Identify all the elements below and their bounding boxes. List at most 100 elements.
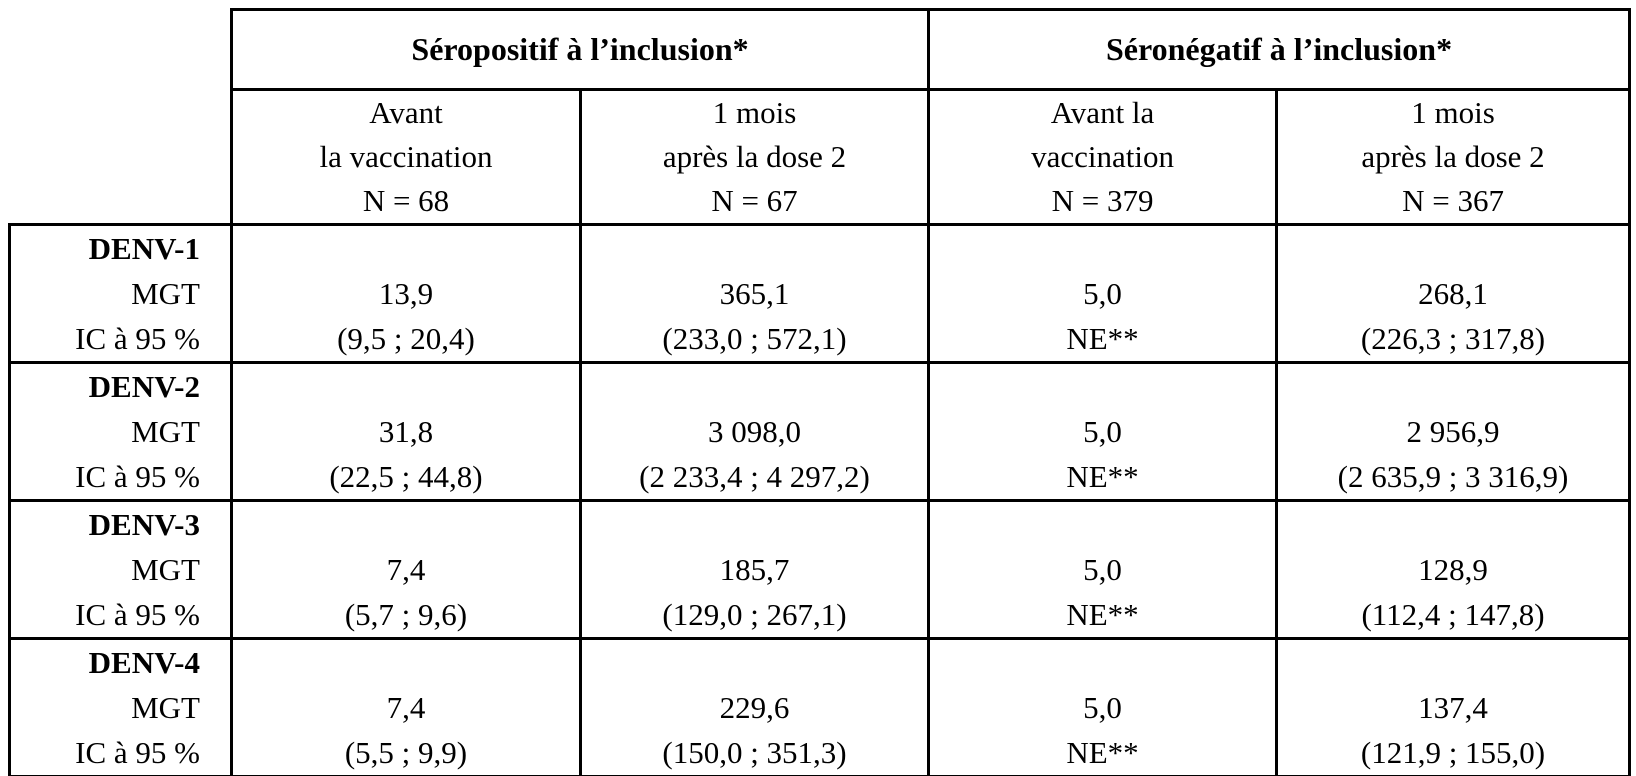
spacer-line — [235, 366, 578, 410]
mgt-value: 229,6 — [719, 690, 790, 725]
mgt-value: 268,1 — [1418, 276, 1488, 311]
spacer-line — [932, 366, 1274, 410]
ci-value: NE** — [1066, 597, 1139, 632]
spacer-line — [1280, 366, 1627, 410]
mgt-value: 13,9 — [378, 276, 434, 311]
mgt-value: 2 956,9 — [1406, 414, 1500, 449]
spacer-line — [1280, 228, 1627, 272]
spacer-line — [235, 228, 578, 272]
column-header-line: 1 mois — [712, 95, 797, 130]
column-header-seropos-after-dose2: 1 mois après la dose 2 N = 67 — [578, 88, 931, 226]
column-header-sample-size: N = 367 — [1402, 183, 1504, 218]
ci-value: (233,0 ; 572,1) — [662, 321, 847, 356]
mgt-value: 7,4 — [386, 552, 426, 587]
ci-value: NE** — [1066, 459, 1139, 494]
spacer-line — [584, 642, 926, 686]
ci-value: (226,3 ; 317,8) — [1360, 321, 1546, 356]
value-cell: 365,1 (233,0 ; 572,1) — [578, 223, 931, 364]
column-header-seroneg-before-vaccination: Avant la vaccination N = 379 — [927, 88, 1279, 226]
mgt-value: 5,0 — [1083, 276, 1122, 311]
value-cell: 7,4 (5,5 ; 9,9) — [230, 637, 582, 776]
ci-value: (150,0 ; 351,3) — [662, 735, 847, 770]
value-cell: 3 098,0 (2 233,4 ; 4 297,2) — [578, 361, 931, 502]
corner-blank-cell — [10, 90, 232, 225]
value-cell: 185,7 (129,0 ; 267,1) — [578, 499, 931, 640]
value-cell: 7,4 (5,7 ; 9,6) — [230, 499, 582, 640]
mgt-value: 7,4 — [386, 690, 426, 725]
column-header-line: après la dose 2 — [1361, 139, 1545, 174]
mgt-value: 31,8 — [378, 414, 434, 449]
column-header-sample-size: N = 379 — [1051, 183, 1154, 218]
spacer-line — [584, 228, 926, 272]
spacer-line — [932, 642, 1274, 686]
mgt-value: 3 098,0 — [708, 414, 801, 449]
spacer-line — [1280, 642, 1627, 686]
value-cell: 268,1 (226,3 ; 317,8) — [1275, 223, 1632, 364]
value-cell: 5,0 NE** — [927, 223, 1279, 364]
column-header-line: après la dose 2 — [662, 139, 847, 174]
value-cell: 137,4 (121,9 ; 155,0) — [1275, 637, 1632, 776]
spacer-line — [1280, 504, 1627, 548]
spacer-line — [584, 366, 926, 410]
ci-value: (112,4 ; 147,8) — [1361, 597, 1545, 632]
ci-value: (129,0 ; 267,1) — [662, 597, 847, 632]
ci-value: (9,5 ; 20,4) — [337, 321, 475, 356]
ci-value: NE** — [1066, 735, 1139, 770]
stat-label-mgt: MGT — [131, 414, 200, 449]
column-header-line: vaccination — [1031, 139, 1174, 174]
table-row-denv4: DENV-4 MGT IC à 95 % 7,4 (5,5 ; 9,9) 229… — [8, 637, 1632, 776]
mgt-value: 5,0 — [1083, 690, 1122, 725]
value-cell: 128,9 (112,4 ; 147,8) — [1275, 499, 1632, 640]
mgt-value: 128,9 — [1418, 552, 1488, 587]
value-cell: 2 956,9 (2 635,9 ; 3 316,9) — [1275, 361, 1632, 502]
spacer-line — [235, 504, 578, 548]
serotype-label: DENV-2 — [88, 369, 200, 404]
value-cell: 5,0 NE** — [927, 361, 1279, 502]
table-row-denv1: DENV-1 MGT IC à 95 % 13,9 (9,5 ; 20,4) 3… — [8, 223, 1632, 364]
row-label-denv2: DENV-2 MGT IC à 95 % — [8, 361, 233, 502]
group-header-seronegative: Séronégatif à l’inclusion* — [927, 8, 1632, 91]
stat-label-ci: IC à 95 % — [75, 597, 200, 632]
value-cell: 31,8 (22,5 ; 44,8) — [230, 361, 582, 502]
row-label-denv3: DENV-3 MGT IC à 95 % — [8, 499, 233, 640]
column-header-line: la vaccination — [319, 139, 493, 174]
spacer-line — [235, 642, 578, 686]
serotype-label: DENV-3 — [88, 507, 200, 542]
ci-value: NE** — [1066, 321, 1139, 356]
stat-label-ci: IC à 95 % — [75, 735, 200, 770]
ci-value: (5,5 ; 9,9) — [344, 735, 468, 770]
column-header-sample-size: N = 67 — [711, 183, 798, 218]
stat-label-ci: IC à 95 % — [75, 321, 200, 356]
column-header-seropos-before-vaccination: Avant la vaccination N = 68 — [230, 88, 582, 226]
group-header-seropositive: Séropositif à l’inclusion* — [229, 8, 931, 91]
stat-label-mgt: MGT — [131, 276, 200, 311]
value-cell: 229,6 (150,0 ; 351,3) — [578, 637, 931, 776]
table-row-denv2: DENV-2 MGT IC à 95 % 31,8 (22,5 ; 44,8) … — [8, 361, 1632, 502]
stat-label-mgt: MGT — [131, 690, 200, 725]
table-row-denv3: DENV-3 MGT IC à 95 % 7,4 (5,7 ; 9,6) 185… — [8, 499, 1632, 640]
stat-label-ci: IC à 95 % — [75, 459, 200, 494]
mgt-value: 365,1 — [719, 276, 790, 311]
ci-value: (22,5 ; 44,8) — [329, 459, 483, 494]
serotype-label: DENV-4 — [88, 645, 200, 680]
ci-value: (2 233,4 ; 4 297,2) — [639, 459, 870, 494]
spacer-line — [932, 504, 1274, 548]
value-cell: 13,9 (9,5 ; 20,4) — [230, 223, 582, 364]
value-cell: 5,0 NE** — [927, 637, 1279, 776]
ci-value: (121,9 ; 155,0) — [1360, 735, 1546, 770]
ci-value: (2 635,9 ; 3 316,9) — [1337, 459, 1569, 494]
column-header-line: 1 mois — [1411, 95, 1495, 130]
value-cell: 5,0 NE** — [927, 499, 1279, 640]
column-header-row: Avant la vaccination N = 68 1 mois après… — [10, 88, 1632, 226]
corner-blank-cell — [10, 10, 232, 90]
mgt-value: 137,4 — [1418, 690, 1488, 725]
serology-gmt-table: Séropositif à l’inclusion* Séronégatif à… — [8, 8, 1632, 776]
mgt-value: 5,0 — [1083, 414, 1122, 449]
spacer-line — [584, 504, 926, 548]
mgt-value: 185,7 — [719, 552, 790, 587]
row-label-denv4: DENV-4 MGT IC à 95 % — [8, 637, 233, 776]
column-header-line: Avant la — [1050, 95, 1155, 130]
group-header-row: Séropositif à l’inclusion* Séronégatif à… — [10, 8, 1632, 91]
mgt-value: 5,0 — [1083, 552, 1122, 587]
